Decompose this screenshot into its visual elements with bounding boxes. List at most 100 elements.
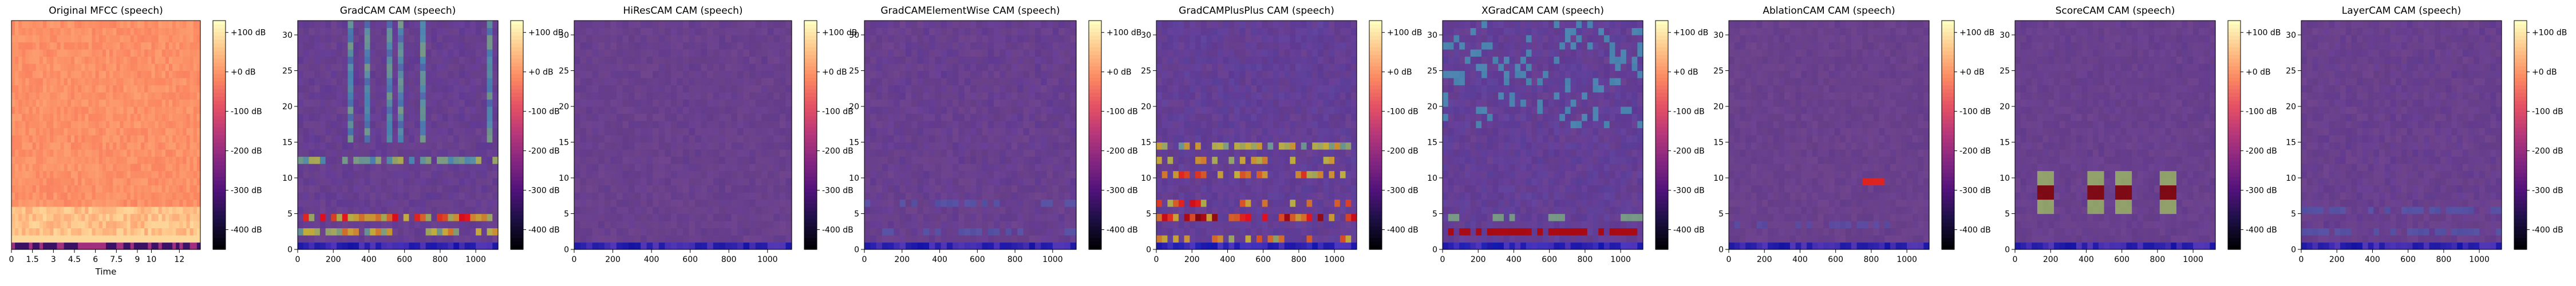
colorbar-tick-label: -100 dB [2246,108,2277,117]
y-tick-label: 25 [2286,67,2296,76]
colorbar: +100 dB +0 dB -100 dB -200 dB -300 dB -400 dB [2514,20,2567,250]
y-tick-label: 25 [1713,67,1724,76]
colorbar-tick-label: -300 dB [1107,186,1138,196]
x-tick-label: 800 [1578,255,1593,264]
x-tick-label: 600 [2400,255,2416,264]
colorbar-tick-label: -300 dB [1673,186,1705,196]
x-tick-label: 800 [1008,255,1023,264]
y-tick-label: 10 [2000,174,2010,183]
x-tick-label: 0 [1440,255,1445,264]
colorbar-tick-label: -300 dB [2246,186,2277,196]
panel-5: GradCAMPlusPlus CAM (speech) 0 200 400 600 80… [1141,5,1422,264]
x-tick-label: 1000 [1042,255,1063,264]
y-tick-label: 5 [287,210,293,219]
colorbar-tick-label: -400 dB [1673,226,1705,235]
x-tick-label: 600 [397,255,412,264]
panel-9: LayerCAM CAM (speech) 0 200 400 600 800 1000 0 5… [2286,5,2567,264]
colorbar-tick-label: +100 dB [1959,29,1994,38]
plot-frame [1728,20,1930,250]
x-tick-label: 1000 [1897,255,1917,264]
y-tick-label: 20 [2286,102,2296,112]
y-tick-label: 15 [2286,138,2296,148]
y-tick-label: 30 [559,31,569,40]
colorbar-tick-label: +100 dB [231,29,266,38]
x-tick-label: 200 [1471,255,1486,264]
x-tick-label: 800 [1291,255,1307,264]
colorbar-tick-label: -300 dB [1959,186,1991,196]
colorbar-tick-label: +0 dB [822,68,847,77]
colorbar: +100 dB +0 dB -100 dB -200 dB -300 dB -400 dB [1655,20,1708,250]
x-tick-label: 800 [2436,255,2452,264]
x-tick-label: 200 [2043,255,2059,264]
y-tick-label: 10 [1713,174,1724,183]
y-tick-label: 5 [1718,210,1724,219]
colorbar-tick-label: -100 dB [2532,108,2563,117]
y-tick-label: 15 [282,138,293,148]
colorbar-tick-label: +100 dB [2246,29,2281,38]
y-tick-label: 25 [559,67,569,76]
x-tick-label: 7.5 [110,255,123,264]
colorbar: +100 dB +0 dB -100 dB -200 dB -300 dB -400 dB [1088,20,1141,250]
x-tick-label: 200 [605,255,621,264]
x-tick-label: 400 [2079,255,2094,264]
y-tick-label: 25 [1427,67,1437,76]
y-tick-label: 0 [287,245,293,255]
colorbar-tick-label: -100 dB [1959,108,1991,117]
x-tick-label: 200 [894,255,910,264]
colorbar-tick-label: -400 dB [528,226,560,235]
colorbar-tick-label: -300 dB [2532,186,2563,196]
panel-title: HiResCAM CAM (speech) [623,5,743,17]
x-tick-label: 800 [433,255,448,264]
x-tick-label: 200 [326,255,341,264]
y-tick-label: 5 [2291,210,2296,219]
y-tick-label: 20 [849,102,859,112]
x-tick-label: 0 [1154,255,1159,264]
y-tick-label: 25 [849,67,859,76]
colorbar-tick-label: -200 dB [528,147,560,156]
x-tick-label: 0 [2013,255,2018,264]
x-tick-label: 600 [1255,255,1271,264]
colorbar-tick-label: +100 dB [2532,29,2567,38]
y-tick-label: 10 [559,174,569,183]
x-tick-label: 12 [174,255,184,264]
panel-3: HiResCAM CAM (speech)0 200 400 600 800 100005… [559,5,857,264]
colorbar-tick-label: -300 dB [528,186,560,196]
y-tick-label: 0 [854,245,859,255]
y-tick-label: 15 [1141,138,1151,148]
y-tick-label: 20 [2000,102,2010,112]
y-tick-label: 30 [2000,31,2010,40]
panel-title: AblationCAM CAM (speech) [1763,5,1895,17]
colorbar-tick-label: +0 dB [1387,68,1412,77]
plot-frame [2301,20,2502,250]
panel-title: GradCAMElementWise CAM (speech) [880,5,1060,17]
colorbar-tick-label: +0 dB [2532,68,2557,77]
y-tick-label: 10 [2286,174,2296,183]
y-tick-label: 0 [1146,245,1151,255]
heatmap [2301,21,2502,250]
heatmap [2015,21,2216,250]
y-tick-label: 25 [1141,67,1151,76]
x-tick-label: 400 [1220,255,1235,264]
colorbar-tick-label: +100 dB [528,29,563,38]
colorbar-tick-label: -400 dB [822,226,854,235]
colorbar-tick-label: -200 dB [1387,147,1419,156]
panel-title: ScoreCAM CAM (speech) [2056,5,2175,17]
x-tick-label: 200 [1184,255,1200,264]
y-tick-label: 5 [854,210,859,219]
x-tick-label: 800 [1864,255,1879,264]
panel-title: GradCAMPlusPlus CAM (speech) [1179,5,1334,17]
panel-8: ScoreCAM CAM (speech) 0 200 400 600 800 1000 0 5… [2000,5,2281,264]
y-tick-label: 15 [559,138,569,148]
y-tick-label: 25 [2000,67,2010,76]
y-tick-label: 20 [1427,102,1437,112]
heatmap [864,21,1077,250]
y-tick-label: 10 [849,174,859,183]
heatmap [1729,21,1930,250]
plot-frame [574,20,792,250]
y-tick-label: 30 [2286,31,2296,40]
colorbar-tick-label: +100 dB [822,29,857,38]
y-tick-label: 10 [282,174,293,183]
y-tick-label: 30 [1713,31,1724,40]
x-tick-label: 800 [721,255,737,264]
plot-frame [864,20,1077,250]
